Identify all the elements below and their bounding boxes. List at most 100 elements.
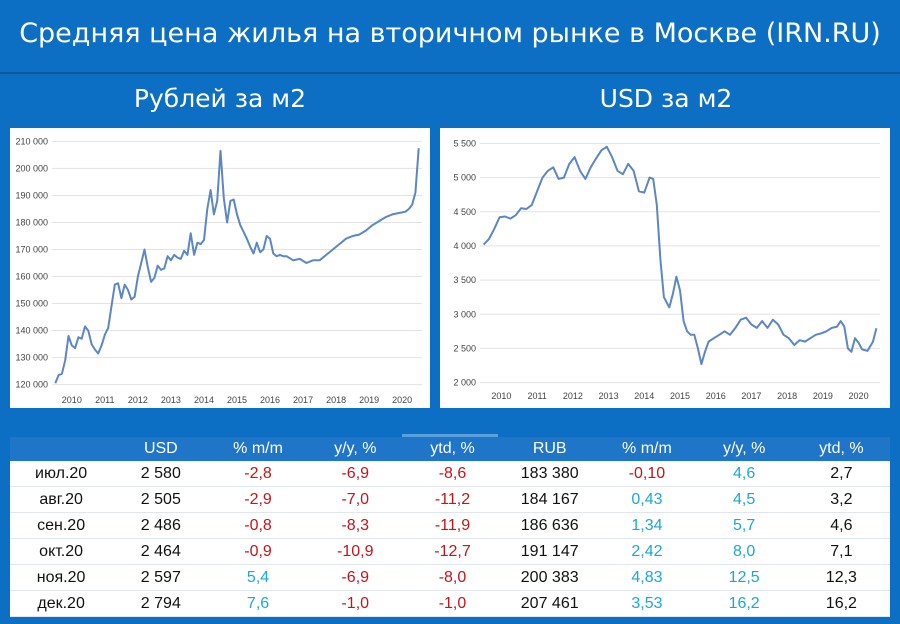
x-tick-label: 2013	[161, 395, 181, 405]
y-tick-label: 5 500	[453, 138, 476, 148]
stats-table: USD% m/m y/y, % ytd, % RUB% m/m y/y, % ytd, %…	[10, 437, 890, 617]
column-header: y/y, %	[695, 437, 793, 461]
x-tick-label: 2016	[260, 395, 280, 405]
y-tick-label: 150 000	[15, 299, 48, 309]
x-tick-label: 2015	[227, 395, 247, 405]
x-tick-label: 2018	[777, 391, 797, 401]
table-cell: -10,9	[306, 538, 404, 565]
table-cell: -8,0	[403, 564, 502, 591]
y-tick-label: 120 000	[15, 380, 48, 390]
x-tick-label: 2016	[706, 391, 726, 401]
row-label: сен.20	[10, 512, 113, 539]
x-tick-label: 2017	[293, 395, 313, 405]
table-cell: -6,9	[306, 564, 404, 591]
table-cell: 2 794	[112, 590, 210, 617]
table-cell: -11,2	[403, 486, 502, 513]
table-row: окт.20 2 464 -0,9 -10,9 -12,7 191 147 2,42 8,0 7…	[10, 538, 890, 565]
table-cell: 0,43	[598, 486, 696, 513]
column-header: ytd, %	[792, 437, 890, 461]
table-cell: 2,7	[792, 461, 890, 487]
y-tick-label: 180 000	[15, 217, 48, 227]
table-cell: -1,0	[306, 590, 404, 617]
x-tick-label: 2010	[491, 391, 511, 401]
x-tick-label: 2018	[326, 395, 346, 405]
stats-table-wrap: USD% m/m y/y, % ytd, % RUB% m/m y/y, % ytd, %…	[10, 437, 890, 617]
table-cell: 16,2	[695, 590, 793, 617]
table-cell: -6,9	[306, 461, 404, 487]
table-cell: 207 461	[501, 590, 599, 617]
x-tick-label: 2014	[634, 391, 654, 401]
table-cell: 2 505	[112, 486, 210, 513]
y-tick-label: 3 500	[453, 275, 476, 285]
table-cell: 183 380	[501, 461, 599, 487]
column-header: % m/m	[598, 437, 696, 461]
x-tick-label: 2017	[741, 391, 761, 401]
x-tick-label: 2011	[527, 391, 546, 401]
x-tick-label: 2014	[194, 395, 214, 405]
row-label: авг.20	[10, 486, 113, 513]
y-tick-label: 210 000	[15, 136, 48, 146]
table-cell: 186 636	[501, 512, 599, 539]
x-tick-label: 2010	[62, 395, 82, 405]
x-tick-label: 2020	[849, 391, 869, 401]
x-tick-label: 2020	[392, 395, 412, 405]
x-tick-label: 2013	[599, 391, 619, 401]
page-title: Средняя цена жилья на вторичном рынке в …	[19, 18, 881, 49]
column-header: RUB	[501, 437, 599, 461]
rub-chart-title: Рублей за м2	[133, 84, 307, 113]
table-cell: -8,6	[403, 461, 502, 487]
column-header: USD	[112, 437, 210, 461]
table-row: июл.20 2 580 -2,8 -6,9 -8,6 183 380 -0,10 4,6 2,…	[10, 461, 890, 487]
usd-chart: 2 000 2 500 3 000 3 500 4 000 4 500 5 000 5 500…	[440, 128, 890, 408]
x-tick-label: 2019	[359, 395, 379, 405]
table-row: авг.20 2 505 -2,9 -7,0 -11,2 184 167 0,43 4,5 3,…	[10, 486, 890, 513]
usd-chart-svg: 2 000 2 500 3 000 3 500 4 000 4 500 5 000 5 500…	[453, 138, 880, 401]
table-cell: -0,10	[598, 461, 696, 487]
table-cell: 200 383	[501, 564, 599, 591]
usd-chart-title: USD за м2	[599, 84, 733, 113]
table-cell: -2,9	[209, 486, 307, 513]
x-tick-label: 2012	[128, 395, 148, 405]
x-tick-label: 2011	[95, 395, 114, 405]
y-tick-label: 4 000	[453, 241, 476, 251]
table-cell: 4,6	[792, 512, 890, 539]
y-tick-label: 4 500	[453, 207, 476, 217]
table-cell: 3,2	[792, 486, 890, 513]
column-header: ytd, %	[403, 437, 502, 461]
x-tick-label: 2019	[813, 391, 833, 401]
rub-chart-svg: 120 000 130 000 140 000 150 000 160 000 170 0…	[15, 136, 422, 405]
y-tick-label: 160 000	[15, 272, 48, 282]
table-cell: 2 486	[112, 512, 210, 539]
table-cell: 12,5	[695, 564, 793, 591]
table-cell: 4,83	[598, 564, 696, 591]
table-cell: 2 580	[112, 461, 210, 487]
y-tick-label: 3 000	[453, 309, 476, 319]
table-cell: 5,7	[695, 512, 793, 539]
rub-chart: 120 000 130 000 140 000 150 000 160 000 170 0…	[10, 128, 430, 408]
table-cell: 5,4	[209, 564, 307, 591]
y-tick-label: 190 000	[15, 190, 48, 200]
y-tick-label: 200 000	[15, 163, 48, 173]
table-header-row: USD% m/m y/y, % ytd, % RUB% m/m y/y, % ytd, %	[10, 437, 890, 461]
x-tick-label: 2015	[670, 391, 690, 401]
table-cell: 2 464	[112, 538, 210, 565]
y-tick-label: 170 000	[15, 244, 48, 254]
y-tick-label: 2 000	[453, 378, 476, 388]
table-cell: 3,53	[598, 590, 696, 617]
y-tick-label: 140 000	[15, 326, 48, 336]
column-header: y/y, %	[306, 437, 404, 461]
row-label: июл.20	[10, 461, 113, 487]
table-cell: 12,3	[792, 564, 890, 591]
table-cell: -11,9	[403, 512, 502, 539]
table-cell: -0,9	[209, 538, 307, 565]
table-cell: 8,0	[695, 538, 793, 565]
table-cell: 7,6	[209, 590, 307, 617]
table-cell: 7,1	[792, 538, 890, 565]
series-line	[54, 148, 420, 384]
table-cell: 16,2	[792, 590, 890, 617]
table-cell: -8,3	[306, 512, 404, 539]
table-cell: -1,0	[403, 590, 502, 617]
table-cell: 2,42	[598, 538, 696, 565]
table-cell: 4,5	[695, 486, 793, 513]
table-cell: 191 147	[501, 538, 599, 565]
